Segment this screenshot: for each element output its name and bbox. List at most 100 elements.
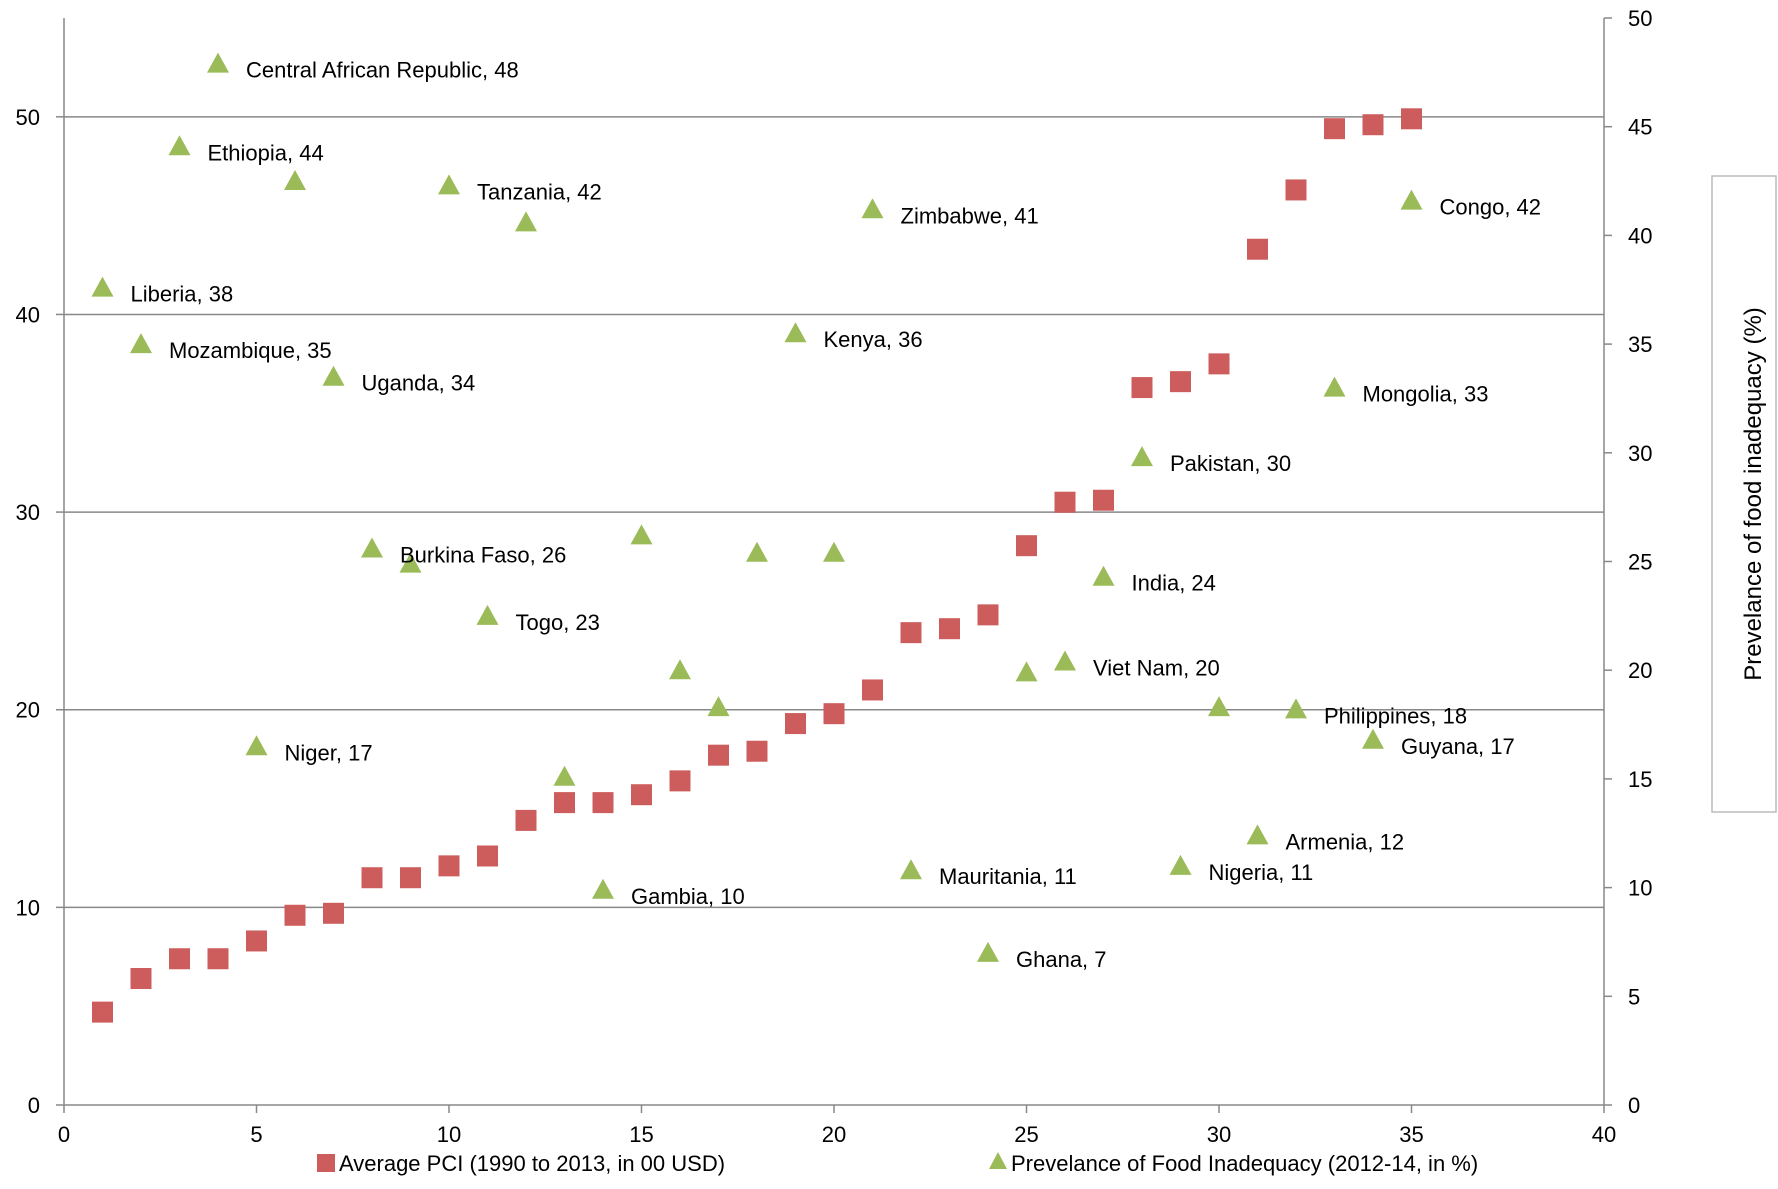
y2-tick-label: 10: [1628, 876, 1652, 901]
pci-square-point: [438, 855, 460, 877]
point-data-label: Central African Republic, 48: [246, 58, 519, 83]
data-marks: [91, 52, 1423, 1023]
point-data-label: Nigeria, 11: [1209, 860, 1314, 885]
y-tick-label: 20: [16, 698, 40, 723]
y2-title-frame: [1711, 175, 1777, 813]
point-data-label: Ethiopia, 44: [208, 140, 324, 165]
point-data-label: Zimbabwe, 41: [901, 203, 1039, 228]
y2-tick-label: 35: [1628, 332, 1652, 357]
food-inadequacy-triangle-point: [322, 365, 345, 386]
point-data-label: Togo, 23: [516, 610, 600, 635]
point-data-label: Pakistan, 30: [1170, 451, 1291, 476]
y-tick-label: 0: [28, 1093, 40, 1118]
pci-square-point: [554, 792, 575, 814]
food-inadequacy-triangle-point: [284, 170, 306, 191]
pci-square-point: [1285, 179, 1307, 201]
pci-square-point: [169, 948, 190, 970]
y-tick-label: 30: [16, 500, 40, 525]
food-inadequacy-triangle-point: [1246, 824, 1269, 845]
point-data-label: Liberia, 38: [131, 282, 234, 307]
x-tick-label: 30: [1207, 1122, 1231, 1147]
pci-square-point: [207, 948, 229, 970]
x-tick-label: 15: [629, 1122, 653, 1147]
y2-tick-label: 5: [1628, 984, 1640, 1009]
legend-label: Prevelance of Food Inadequacy (2012-14, …: [1011, 1151, 1478, 1176]
point-data-label: Philippines, 18: [1324, 703, 1467, 728]
food-inadequacy-triangle-point: [361, 537, 383, 558]
pci-square-point: [1208, 353, 1230, 375]
food-inadequacy-triangle-point: [1400, 189, 1423, 210]
data-labels: Liberia, 38 Mozambique, 35 Ethiopia, 44 Cen…: [131, 58, 1542, 972]
food-inadequacy-triangle-point: [630, 524, 653, 545]
pci-square-point: [92, 1001, 113, 1023]
food-inadequacy-triangle-point: [207, 52, 229, 73]
pci-square-point: [1093, 489, 1114, 511]
point-data-label: Burkina Faso, 26: [400, 542, 566, 567]
point-data-label: Guyana, 17: [1401, 734, 1515, 759]
axes: 0 5 10 15 20 25 30 35 40 0 10 20 30 40 50 0 5 10 15 20 25 30 3…: [16, 6, 1653, 1147]
pci-square-point: [823, 703, 845, 725]
y2-tick-label: 50: [1628, 6, 1652, 31]
point-data-label: Ghana, 7: [1016, 947, 1107, 972]
pci-square-point: [284, 904, 306, 926]
legend-label: Average PCI (1990 to 2013, in 00 USD): [339, 1151, 725, 1176]
pci-square-point: [1131, 377, 1153, 399]
food-inadequacy-triangle-point: [91, 276, 114, 297]
pci-square-point: [1324, 118, 1345, 140]
pci-square-point: [669, 770, 691, 792]
pci-square-point: [1247, 238, 1268, 260]
point-data-label: India, 24: [1132, 571, 1216, 596]
food-inadequacy-triangle-point: [553, 765, 576, 786]
point-data-label: Tanzania, 42: [477, 179, 602, 204]
pci-square-point: [323, 902, 344, 924]
y2-tick-label: 40: [1628, 223, 1652, 248]
food-inadequacy-triangle-point: [592, 878, 614, 899]
pci-square-point: [130, 968, 152, 990]
food-inadequacy-triangle-point: [784, 322, 807, 343]
x-tick-label: 10: [437, 1122, 461, 1147]
pci-square-point: [862, 679, 883, 701]
food-inadequacy-triangle-point: [130, 333, 152, 354]
point-data-label: Mongolia, 33: [1363, 382, 1489, 407]
y2-tick-label: 20: [1628, 658, 1652, 683]
food-inadequacy-triangle-point: [168, 135, 191, 156]
y2-tick-label: 0: [1628, 1093, 1640, 1118]
x-tick-label: 35: [1399, 1122, 1423, 1147]
food-inadequacy-triangle-point: [1092, 565, 1115, 586]
food-inadequacy-triangle-point: [1285, 698, 1307, 719]
point-data-label: Armenia, 12: [1286, 829, 1405, 854]
food-inadequacy-triangle-point: [399, 552, 422, 573]
food-inadequacy-triangle-point: [900, 859, 922, 880]
food-inadequacy-triangle-point: [515, 211, 537, 232]
y2-tick-label: 15: [1628, 767, 1652, 792]
y2-tick-label: 25: [1628, 550, 1652, 575]
food-inadequacy-triangle-point: [438, 174, 460, 195]
x-tick-label: 40: [1592, 1122, 1616, 1147]
food-inadequacy-triangle-point: [1054, 650, 1076, 671]
y-tick-label: 40: [16, 302, 40, 327]
food-inadequacy-triangle-point: [1208, 696, 1230, 717]
pci-square-point: [400, 867, 421, 889]
food-inadequacy-triangle-point: [476, 604, 499, 625]
point-data-label: Mozambique, 35: [169, 338, 332, 363]
pci-square-point: [1054, 491, 1076, 513]
pci-square-point: [1170, 371, 1191, 393]
pci-square-point: [708, 744, 729, 766]
right-axis-title-box: Prevelance of food inadequacy (%): [1711, 175, 1777, 813]
y-tick-label: 10: [16, 895, 40, 920]
x-tick-label: 0: [58, 1122, 70, 1147]
pci-square-point: [746, 740, 768, 762]
point-data-label: Uganda, 34: [362, 371, 476, 396]
point-data-label: Niger, 17: [285, 740, 373, 765]
point-data-label: Congo, 42: [1440, 195, 1542, 220]
pci-square-point: [477, 845, 498, 867]
pci-square-point: [939, 618, 960, 640]
x-tick-label: 5: [250, 1122, 262, 1147]
food-inadequacy-triangle-point: [707, 696, 730, 717]
pci-square-point: [1401, 108, 1422, 130]
food-inadequacy-triangle-point: [1131, 446, 1153, 467]
point-data-label: Kenya, 36: [824, 327, 923, 352]
x-tick-label: 25: [1014, 1122, 1038, 1147]
pci-square-point: [631, 784, 652, 806]
